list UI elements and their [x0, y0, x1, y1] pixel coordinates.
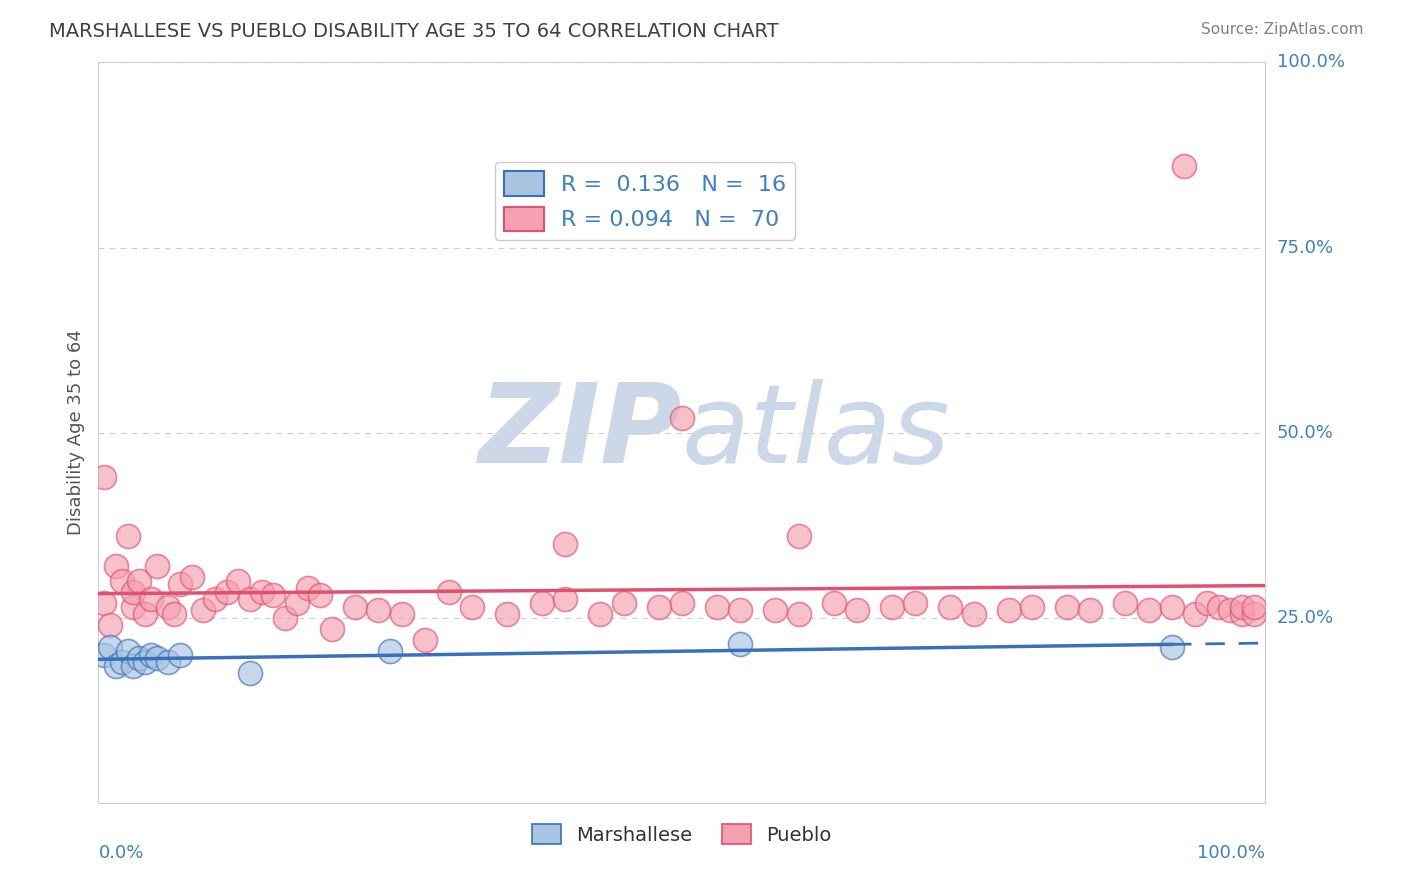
Text: 50.0%: 50.0% — [1277, 424, 1333, 442]
Point — [1243, 599, 1265, 614]
Point — [554, 592, 576, 607]
Text: 100.0%: 100.0% — [1277, 54, 1344, 71]
Point — [1219, 603, 1241, 617]
Point — [671, 410, 693, 425]
Point — [671, 596, 693, 610]
Point — [122, 584, 145, 599]
Point — [98, 640, 121, 655]
Point — [193, 603, 215, 617]
Point — [1021, 599, 1043, 614]
Point — [1230, 599, 1253, 614]
Point — [823, 596, 845, 610]
Point — [846, 603, 869, 617]
Point — [1080, 603, 1102, 617]
Point — [1137, 603, 1160, 617]
Point — [104, 558, 127, 573]
Point — [554, 536, 576, 550]
Point — [146, 651, 169, 665]
Point — [461, 599, 484, 614]
Point — [139, 592, 162, 607]
Point — [1230, 607, 1253, 621]
Point — [613, 596, 636, 610]
Point — [730, 603, 752, 617]
Point — [380, 644, 402, 658]
Point — [437, 584, 460, 599]
Point — [530, 596, 553, 610]
Point — [239, 666, 262, 681]
Point — [496, 607, 519, 621]
Text: ZIP: ZIP — [478, 379, 682, 486]
Point — [297, 581, 319, 595]
Point — [111, 574, 134, 588]
Point — [93, 596, 115, 610]
Point — [763, 603, 786, 617]
Point — [904, 596, 927, 610]
Point — [157, 655, 180, 669]
Point — [93, 470, 115, 484]
Point — [204, 592, 226, 607]
Point — [117, 529, 139, 543]
Point — [134, 655, 156, 669]
Point — [706, 599, 728, 614]
Text: 0.0%: 0.0% — [98, 845, 143, 863]
Point — [1114, 596, 1136, 610]
Point — [730, 637, 752, 651]
Point — [880, 599, 903, 614]
Point — [391, 607, 413, 621]
Point — [180, 570, 202, 584]
Point — [787, 529, 810, 543]
Point — [262, 589, 284, 603]
Text: Source: ZipAtlas.com: Source: ZipAtlas.com — [1201, 22, 1364, 37]
Point — [1195, 596, 1218, 610]
Point — [647, 599, 669, 614]
Point — [239, 592, 262, 607]
Point — [1184, 607, 1206, 621]
Text: 75.0%: 75.0% — [1277, 238, 1334, 257]
Point — [939, 599, 962, 614]
Point — [139, 648, 162, 662]
Text: atlas: atlas — [682, 379, 950, 486]
Point — [157, 599, 180, 614]
Point — [117, 644, 139, 658]
Point — [321, 622, 343, 636]
Point — [1161, 640, 1184, 655]
Point — [589, 607, 612, 621]
Point — [146, 558, 169, 573]
Y-axis label: Disability Age 35 to 64: Disability Age 35 to 64 — [66, 330, 84, 535]
Point — [309, 589, 332, 603]
Point — [1173, 159, 1195, 173]
Point — [128, 574, 150, 588]
Text: 25.0%: 25.0% — [1277, 608, 1334, 627]
Point — [1161, 599, 1184, 614]
Point — [169, 577, 191, 591]
Point — [134, 607, 156, 621]
Point — [169, 648, 191, 662]
Point — [274, 610, 297, 624]
Point — [163, 607, 186, 621]
Text: 100.0%: 100.0% — [1198, 845, 1265, 863]
Point — [787, 607, 810, 621]
Legend: Marshallese, Pueblo: Marshallese, Pueblo — [524, 816, 839, 853]
Text: MARSHALLESE VS PUEBLO DISABILITY AGE 35 TO 64 CORRELATION CHART: MARSHALLESE VS PUEBLO DISABILITY AGE 35 … — [49, 22, 779, 41]
Point — [413, 632, 436, 647]
Point — [98, 618, 121, 632]
Point — [228, 574, 250, 588]
Point — [1208, 599, 1230, 614]
Point — [285, 596, 308, 610]
Point — [128, 651, 150, 665]
Point — [215, 584, 238, 599]
Point — [122, 658, 145, 673]
Point — [250, 584, 273, 599]
Point — [1243, 607, 1265, 621]
Point — [104, 658, 127, 673]
Point — [367, 603, 389, 617]
Point — [93, 648, 115, 662]
Point — [997, 603, 1019, 617]
Point — [1056, 599, 1078, 614]
Point — [344, 599, 367, 614]
Point — [111, 655, 134, 669]
Point — [122, 599, 145, 614]
Point — [962, 607, 984, 621]
